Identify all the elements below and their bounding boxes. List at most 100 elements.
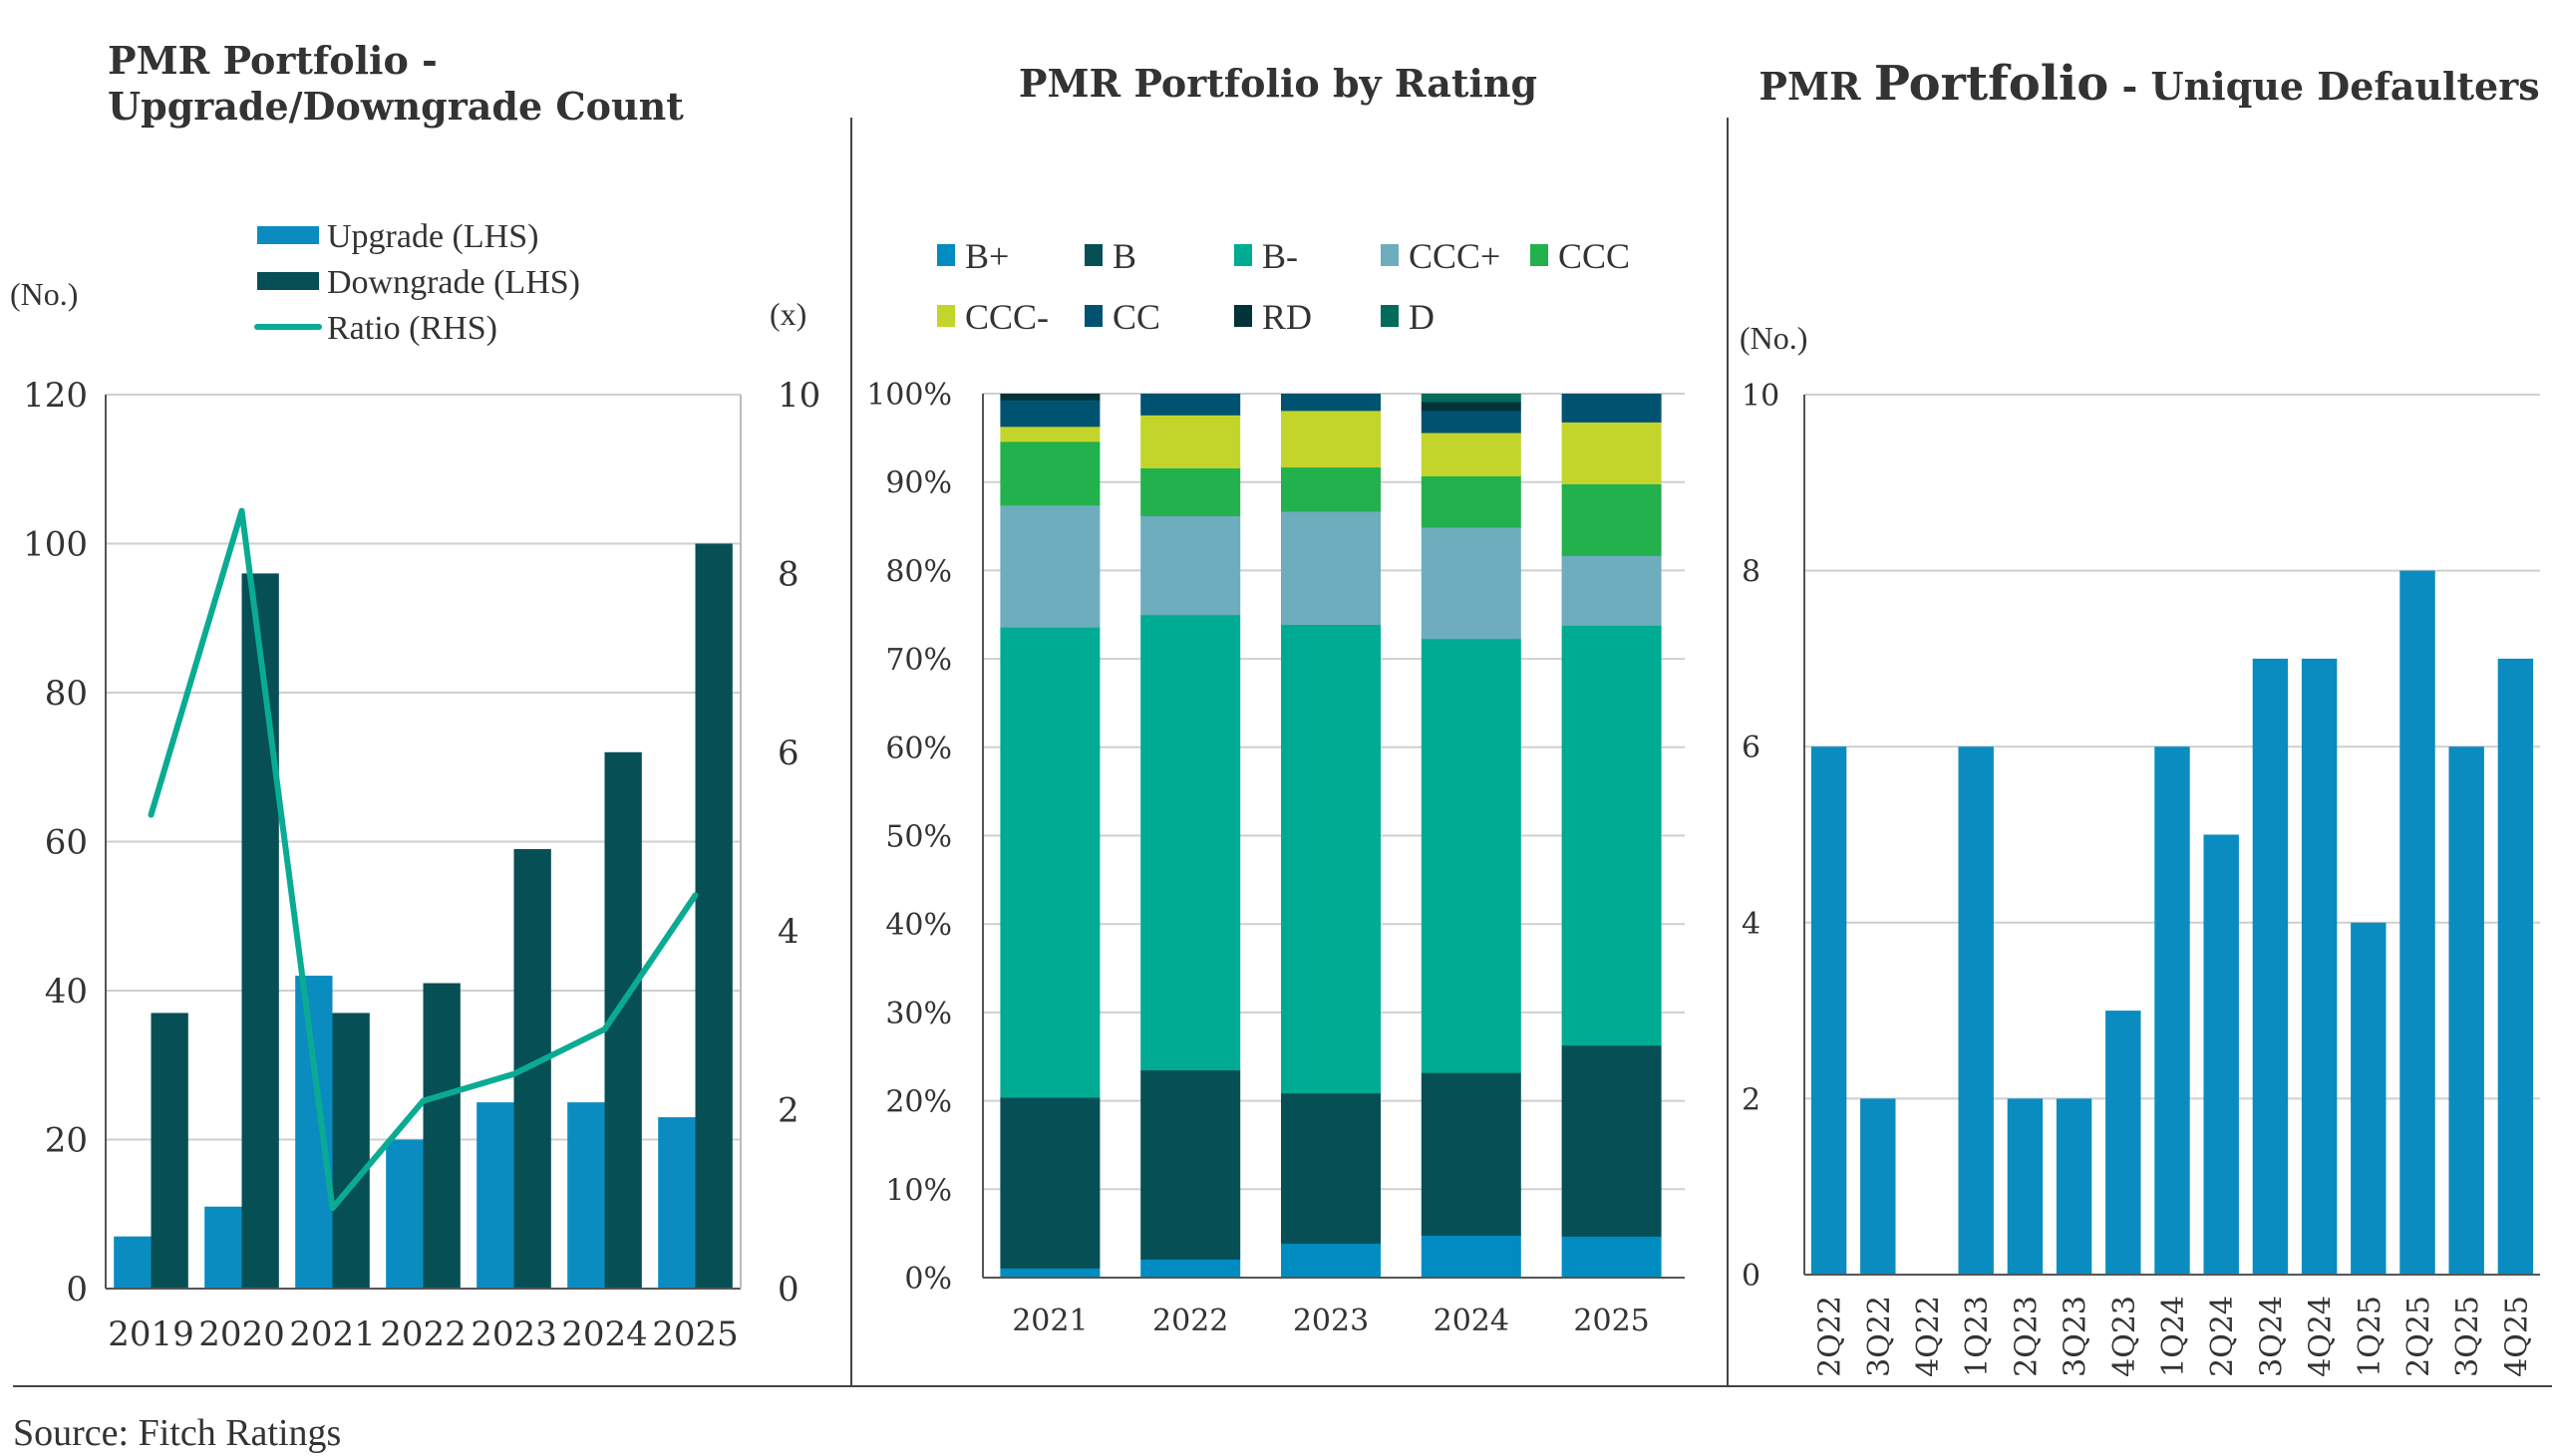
c2-legend-label-B: B [1113, 236, 1136, 276]
c2-seg-2024-CCC- [1421, 433, 1521, 476]
c2-seg-2021-CCC [1000, 440, 1101, 506]
c2-legend-swatch-B- [1234, 244, 1252, 266]
c3-axis-unit: (No.) [1740, 320, 1807, 356]
c1-left-tick-label: 60 [45, 823, 88, 863]
c1-bar-upgrade-2024 [567, 1102, 605, 1289]
c2-y-tick-label: 60% [885, 731, 952, 766]
c1-x-tick-label: 2024 [561, 1314, 648, 1354]
c2-seg-2024-CC [1421, 410, 1521, 434]
c2-seg-2025-CCC- [1561, 422, 1662, 484]
c3-x-tick-label: 2Q25 [2401, 1296, 2436, 1377]
c3-y-tick-label: 2 [1742, 1082, 1760, 1117]
c1-title-line2: Upgrade/Downgrade Count [108, 84, 684, 129]
c2-legend-swatch-B+ [937, 244, 955, 266]
c2-seg-2021-CCC+ [1000, 504, 1101, 628]
c2-x-tick-label: 2021 [1012, 1304, 1088, 1338]
c2-seg-2021-B [1000, 1097, 1101, 1269]
c3-x-tick-label: 2Q22 [1813, 1296, 1848, 1377]
c2-seg-2023-B+ [1281, 1243, 1381, 1279]
c2-y-tick-label: 100% [866, 378, 952, 413]
c2-seg-2023-CCC- [1281, 410, 1381, 468]
c2-seg-2022-CCC- [1140, 415, 1241, 469]
c2-legend-swatch-CC [1085, 305, 1103, 327]
c3-x-tick-label: 1Q24 [2156, 1296, 2191, 1377]
c3-x-tick-label: 4Q25 [2499, 1296, 2534, 1377]
c1-bar-downgrade-2025 [695, 543, 733, 1289]
c2-legend-label-D: D [1409, 297, 1435, 337]
c1-legend-upgrade: Upgrade (LHS) [327, 218, 538, 255]
c3-x-tick-label: 3Q24 [2254, 1296, 2289, 1377]
c3-title-part3: - Unique Defaulters [2108, 64, 2539, 109]
c2-seg-2021-RD [1000, 394, 1101, 401]
c1-bar-upgrade-2023 [477, 1102, 514, 1289]
c1-left-tick-label: 40 [45, 972, 88, 1012]
c1-bar-upgrade-2022 [386, 1139, 424, 1289]
c1-left-tick-label: 0 [66, 1270, 88, 1310]
c2-seg-2024-CCC+ [1421, 526, 1521, 640]
c2-seg-2022-CCC [1140, 467, 1241, 516]
c2-seg-2024-CCC [1421, 475, 1521, 528]
c2-seg-2024-B [1421, 1072, 1521, 1236]
c2-legend-label-B-: B- [1262, 236, 1298, 276]
c3-bar-3Q23 [2056, 1098, 2092, 1275]
c2-y-tick-label: 30% [885, 997, 952, 1031]
c1-legend-swatch-downgrade [257, 272, 319, 290]
c2-y-tick-label: 50% [885, 820, 952, 855]
c2-seg-2025-CCC [1561, 483, 1662, 556]
portfolio-by-rating-chart: PMR Portfolio by Rating B+ B B- CCC+ CCC CCC-… [866, 61, 1685, 1338]
c2-seg-2025-B [1561, 1044, 1662, 1237]
c2-legend-label-CCC: CCC [1558, 236, 1630, 276]
c2-y-tick-label: 40% [885, 908, 952, 943]
c3-y-tick-label: 10 [1742, 379, 1779, 414]
c2-y-tick-label: 0% [904, 1262, 952, 1297]
c2-legend-swatch-CCC+ [1381, 244, 1399, 266]
c2-x-tick-label: 2022 [1152, 1304, 1228, 1338]
c2-seg-2021-B+ [1000, 1268, 1101, 1279]
c3-bar-2Q24 [2203, 834, 2239, 1275]
c2-legend-label-RD: RD [1262, 297, 1312, 337]
c1-right-tick-label: 4 [778, 912, 799, 952]
c1-x-tick-label: 2023 [471, 1314, 557, 1354]
c3-title: PMR Portfolio - Unique Defaulters [1758, 56, 2539, 112]
c1-x-tick-label: 2025 [652, 1314, 739, 1354]
c3-x-tick-label: 3Q22 [1862, 1296, 1897, 1377]
c2-x-tick-label: 2023 [1293, 1304, 1369, 1338]
c2-legend-label-CCC-: CCC- [965, 297, 1049, 337]
c2-legend-swatch-D [1381, 305, 1399, 327]
c1-left-tick-label: 80 [45, 674, 88, 714]
c1-x-tick-label: 2021 [289, 1314, 376, 1354]
c1-left-tick-label: 100 [23, 525, 88, 565]
c1-legend-swatch-upgrade [257, 226, 319, 244]
c2-legend-swatch-RD [1234, 305, 1252, 327]
c3-x-tick-label: 3Q25 [2450, 1296, 2485, 1377]
c1-bar-upgrade-2020 [204, 1206, 242, 1289]
c2-y-tick-label: 70% [885, 643, 952, 678]
c2-legend-label-CCC+: CCC+ [1409, 236, 1500, 276]
c2-seg-2022-B- [1140, 614, 1241, 1071]
c3-x-tick-label: 4Q23 [2107, 1296, 2142, 1377]
c2-legend-swatch-B [1085, 244, 1103, 266]
c1-legend-downgrade: Downgrade (LHS) [327, 264, 580, 301]
unique-defaulters-chart: PMR Portfolio - Unique Defaulters (No.) … [1740, 56, 2540, 1377]
c2-y-tick-label: 80% [885, 554, 952, 589]
c2-seg-2022-B [1140, 1069, 1241, 1260]
c1-legend-ratio: Ratio (RHS) [327, 310, 497, 347]
c2-seg-2024-B+ [1421, 1235, 1521, 1279]
c1-right-axis-unit: (x) [770, 296, 806, 332]
c2-seg-2023-CCC+ [1281, 510, 1381, 626]
source-note: Source: Fitch Ratings [13, 1412, 341, 1454]
c3-bar-3Q22 [1860, 1098, 1896, 1275]
c1-bar-downgrade-2020 [241, 573, 279, 1289]
c1-bar-upgrade-2021 [295, 976, 333, 1289]
c3-bar-4Q25 [2497, 658, 2534, 1275]
c2-seg-2022-CC [1140, 394, 1241, 416]
c3-x-tick-label: 2Q24 [2205, 1296, 2240, 1377]
c3-bar-2Q22 [1810, 746, 1847, 1275]
c3-bar-4Q24 [2301, 658, 2338, 1275]
c1-left-axis-unit: (No.) [10, 276, 78, 312]
c2-seg-2022-B+ [1140, 1259, 1241, 1279]
c2-seg-2021-CCC- [1000, 426, 1101, 442]
c1-left-tick-label: 20 [45, 1121, 88, 1161]
c2-title: PMR Portfolio by Rating [1019, 61, 1537, 106]
c2-legend-label-B+: B+ [965, 236, 1009, 276]
